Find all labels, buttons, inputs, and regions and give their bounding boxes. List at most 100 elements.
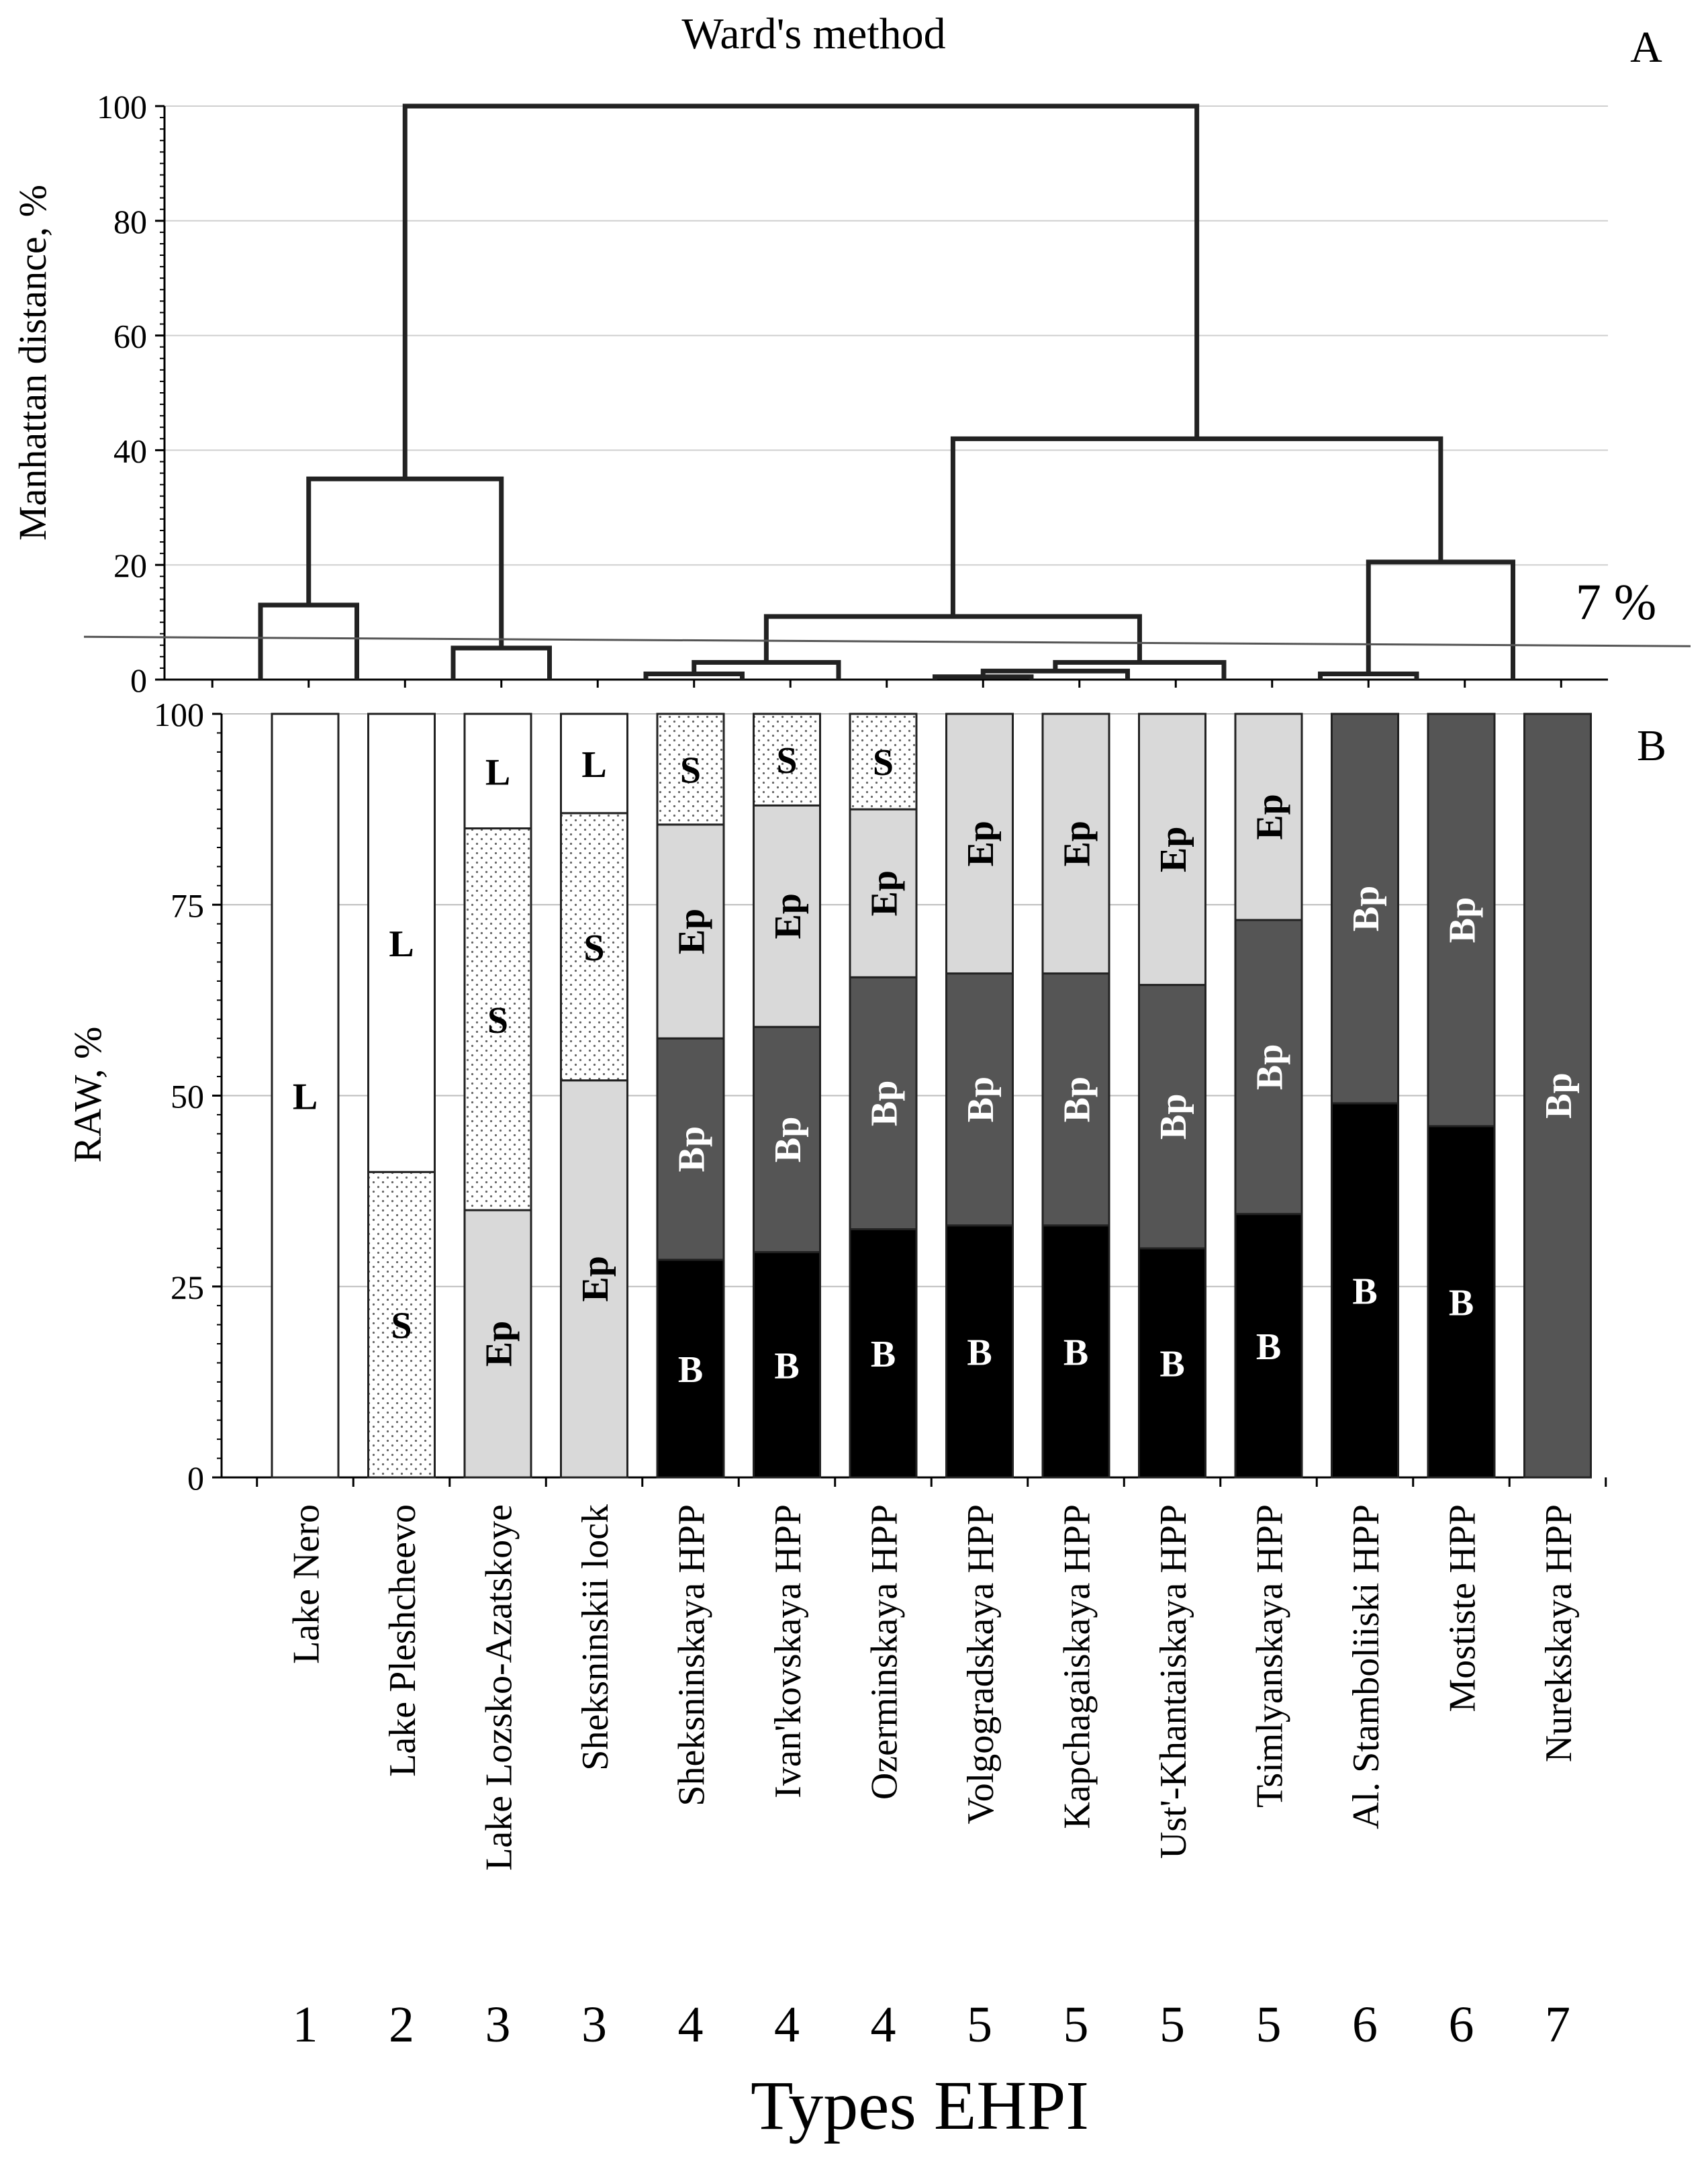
category-label: Volgogradskaya HPP xyxy=(960,1504,1002,1825)
bar-segment xyxy=(945,972,1014,1227)
threshold-line xyxy=(83,635,1691,647)
bar-segment-label: Ep xyxy=(1249,794,1291,840)
bar-segment-label: S xyxy=(391,1305,412,1347)
dendrogram-panel: Ward's method A Manhattan distance, % 0 2… xyxy=(11,9,1691,699)
dendrogram-tick-label: 60 xyxy=(113,318,147,355)
type-numbers: 1 2 3 3 4 4 4 5 5 5 5 6 6 7 xyxy=(293,1997,1571,2053)
bar-segment-label: L xyxy=(293,1076,318,1118)
bar-segment-label: B xyxy=(871,1334,896,1375)
bar-segment xyxy=(560,812,628,1082)
bar-segment xyxy=(656,713,725,826)
category-label: Lake Lozsko-Azatskoye xyxy=(479,1504,520,1871)
bar-y-axis-label: RAW, % xyxy=(66,1027,109,1163)
bar-segment xyxy=(463,1209,532,1479)
bar-tick-label: 75 xyxy=(171,886,204,924)
bar-segment-label: Ep xyxy=(1057,821,1098,867)
type-number: 3 xyxy=(485,1997,511,2053)
bar-segment xyxy=(1041,713,1110,975)
bar-segment-label: L xyxy=(389,923,414,965)
category-label: Lake Nero xyxy=(286,1504,328,1664)
bar-segment xyxy=(849,713,918,811)
bar-segment xyxy=(1523,713,1592,1479)
type-number: 4 xyxy=(871,1997,896,2053)
bar-segment xyxy=(849,1228,918,1479)
bar-segment-label: Ep xyxy=(767,893,809,939)
bar-segment-label: S xyxy=(776,740,797,782)
bar-segment-label: B xyxy=(678,1349,703,1391)
bar-segment xyxy=(1041,1224,1110,1479)
bar-segment-label: Bp xyxy=(767,1117,809,1163)
bar-segment-label: S xyxy=(487,1000,508,1042)
category-label: Ust'-Khantaiskaya HPP xyxy=(1153,1504,1194,1859)
bar-segment-label: Bp xyxy=(1057,1076,1098,1123)
category-label: Nurekskaya HPP xyxy=(1538,1504,1580,1762)
bar-segment xyxy=(753,713,821,807)
bar-segment xyxy=(1331,1102,1399,1479)
category-label: Ozerminskaya HPP xyxy=(864,1504,906,1800)
bar-segment xyxy=(945,713,1014,975)
bar-segment-label: Bp xyxy=(864,1081,906,1127)
bars: L S L Ep S L Ep S L B Bp Ep S B Bp Ep S B Bp Ep S B Bp Ep B Bp Ep B… xyxy=(271,713,1592,1479)
bar-segment xyxy=(849,976,918,1230)
dendrogram-link xyxy=(306,476,504,649)
bar-segment xyxy=(560,1079,628,1479)
dendrogram-y-axis-label: Manhattan distance, % xyxy=(11,185,54,541)
bar-segment-label: Ep xyxy=(575,1256,616,1302)
dendrogram-links xyxy=(258,103,1515,680)
type-number: 7 xyxy=(1545,1997,1570,2053)
dendrogram-gridlines xyxy=(164,105,1608,566)
category-labels: Lake Nero Lake Pleshcheevo Lake Lozsko-Aza… xyxy=(286,1504,1580,1871)
bar-segment-label: Bp xyxy=(1249,1044,1291,1091)
bar-segment xyxy=(1234,1213,1303,1479)
dendrogram-tick-label: 100 xyxy=(97,88,147,126)
type-number: 3 xyxy=(581,1997,607,2053)
bar-segment xyxy=(1234,713,1303,921)
bar-segment xyxy=(656,1037,725,1261)
category-label: Ivan'kovskaya HPP xyxy=(767,1504,809,1798)
threshold-label: 7 % xyxy=(1576,574,1656,631)
dendrogram-tick-label: 40 xyxy=(113,432,147,469)
bar-segment-label: Ep xyxy=(479,1321,520,1367)
type-number: 5 xyxy=(967,1997,992,2053)
category-label: Al. Stamboliiski HPP xyxy=(1345,1504,1387,1829)
dendrogram-link xyxy=(450,645,552,680)
type-number: 1 xyxy=(293,1997,318,2053)
category-label: Sheksninskii lock xyxy=(575,1504,616,1771)
panel-a-label: A xyxy=(1630,23,1662,72)
bar-tick-label: 0 xyxy=(187,1459,204,1497)
bar-segment-label: S xyxy=(680,749,701,791)
type-number: 4 xyxy=(678,1997,704,2053)
type-number: 6 xyxy=(1352,1997,1378,2053)
category-label: Sheksninskaya HPP xyxy=(671,1504,713,1806)
dendrogram-link xyxy=(692,659,841,680)
bar-segment xyxy=(753,1025,821,1254)
dendrogram-tick-label: 20 xyxy=(113,547,147,584)
bar-segment-label: Bp xyxy=(960,1076,1002,1123)
bar-segment-label: Ep xyxy=(960,821,1002,867)
bar-segment xyxy=(560,713,628,815)
type-number: 4 xyxy=(774,1997,800,2053)
bar-segment-label: Ep xyxy=(1153,827,1194,873)
bar-segment-label: S xyxy=(873,742,894,784)
bar-segment-label: B xyxy=(1159,1343,1184,1385)
category-label: Mostiste HPP xyxy=(1442,1504,1484,1712)
dendrogram-link xyxy=(258,602,359,680)
bar-segment xyxy=(1138,1247,1206,1479)
dendrogram-link xyxy=(1366,559,1515,680)
bar-segment xyxy=(656,823,725,1040)
bar-segment-label: Ep xyxy=(671,909,713,955)
bar-segment xyxy=(1138,713,1206,986)
bar-segment-label: Bp xyxy=(1345,886,1387,932)
dendrogram-title: Ward's method xyxy=(681,9,945,58)
dendrogram-link xyxy=(402,103,1200,479)
bar-segment xyxy=(753,1251,821,1479)
bar-segment xyxy=(945,1224,1014,1479)
dendrogram-tick-label: 80 xyxy=(113,203,147,240)
bar-segment-label: S xyxy=(583,927,604,969)
bar-segment xyxy=(849,808,918,978)
bar-tick-label: 100 xyxy=(154,696,204,733)
category-label: Kapchagaiskaya HPP xyxy=(1057,1504,1098,1829)
bar-tick-label: 50 xyxy=(171,1078,204,1115)
